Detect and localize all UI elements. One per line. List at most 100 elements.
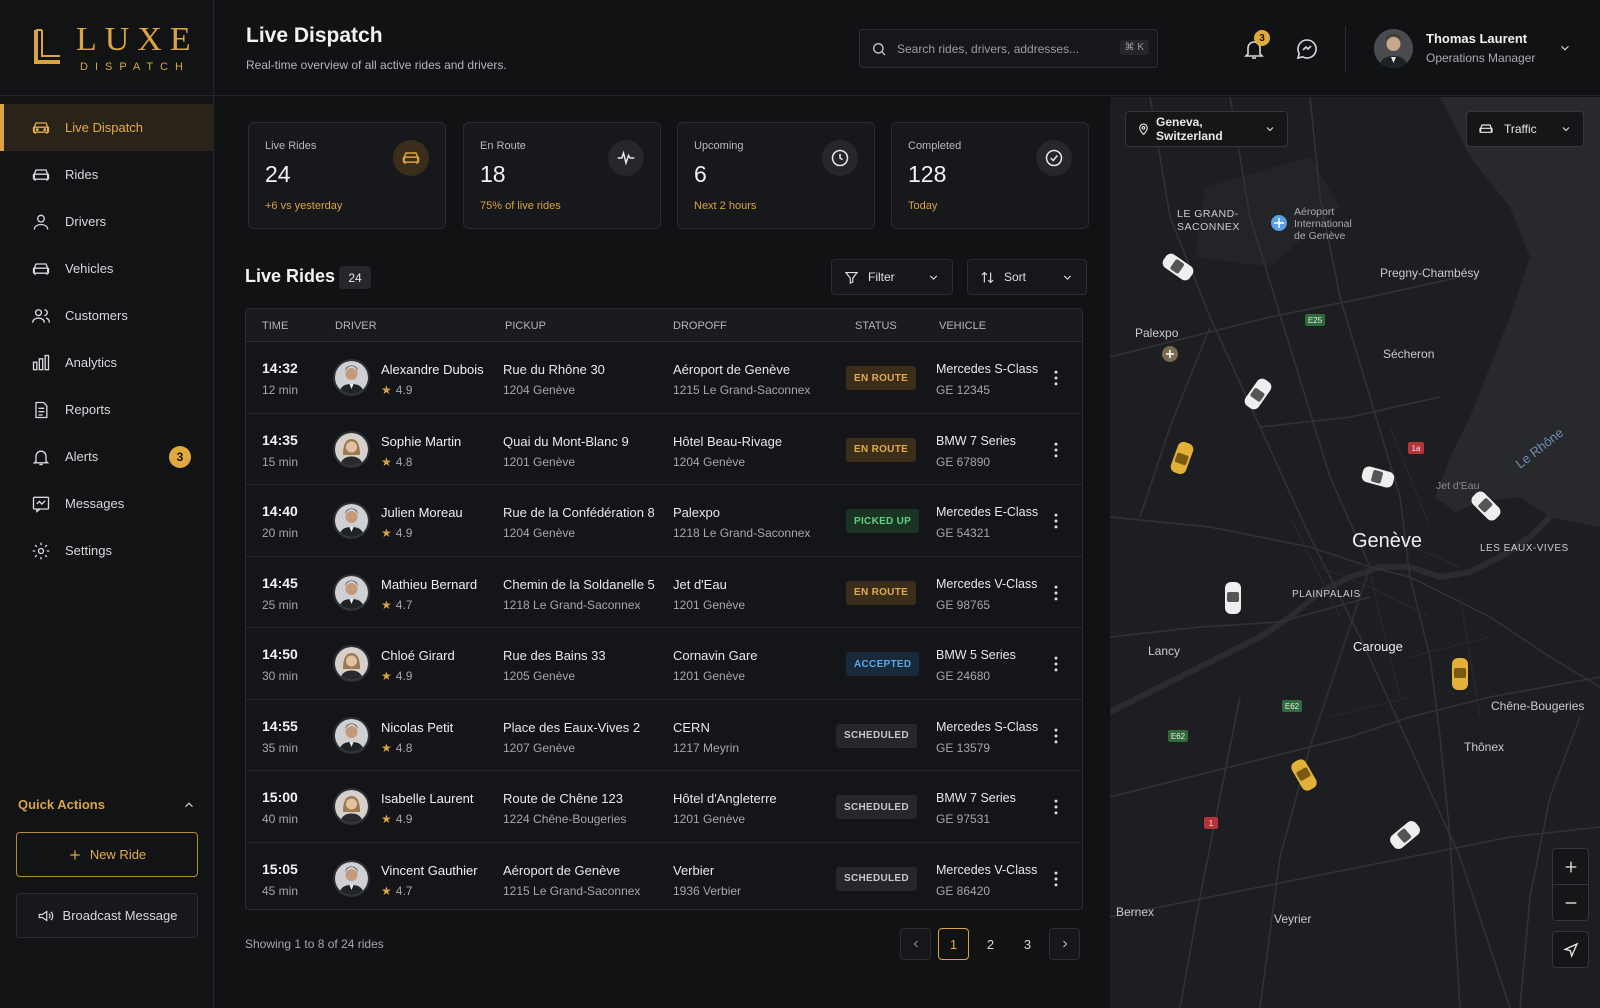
user-avatar[interactable]	[1374, 29, 1413, 68]
column-header-time[interactable]: TIME	[262, 320, 289, 332]
column-header-vehicle[interactable]: VEHICLE	[939, 320, 987, 332]
map-canvas[interactable]: E25 E62 E62 1a 1 LE GRAND- SACONNEX Aéro…	[1110, 97, 1600, 1008]
sort-button[interactable]: Sort	[967, 259, 1087, 295]
zoom-in-button[interactable]	[1552, 848, 1589, 885]
chat-icon[interactable]	[1295, 37, 1319, 61]
driver-name[interactable]: Vincent Gauthier	[381, 862, 478, 878]
new-ride-button[interactable]: New Ride	[16, 832, 198, 877]
plus-icon	[1565, 861, 1576, 872]
car-icon	[32, 168, 50, 181]
vehicle-plate: GE 98765	[936, 597, 991, 612]
vehicle-marker[interactable]	[1388, 819, 1423, 852]
table-row[interactable]: 14:40 20 min Julien Moreau ★ 4.9 Rue de la Co…	[246, 485, 1082, 557]
pickup-address: Aéroport de Genève	[503, 862, 621, 878]
search-shortcut: ⌘ K	[1119, 40, 1149, 55]
page-button-3[interactable]: 3	[1023, 936, 1032, 952]
driver-name[interactable]: Sophie Martin	[381, 433, 462, 449]
chevron-down-icon[interactable]	[1558, 41, 1572, 55]
driver-name[interactable]: Julien Moreau	[381, 505, 463, 520]
next-page-button[interactable]	[1049, 928, 1080, 960]
sidebar-item-alerts[interactable]: Alerts 3	[0, 433, 213, 480]
ride-eta: 25 min	[262, 597, 299, 612]
zoom-out-button[interactable]	[1552, 884, 1589, 921]
vehicle-marker[interactable]	[1169, 440, 1195, 476]
sidebar-item-customers[interactable]: Customers	[0, 292, 213, 339]
driver-rating: ★ 4.9	[381, 812, 412, 826]
vehicle-model: Mercedes S-Class	[936, 719, 1039, 734]
sidebar-item-messages[interactable]: Messages	[0, 480, 213, 527]
gear-icon	[32, 542, 50, 559]
status-badge: EN ROUTE	[846, 580, 917, 605]
live-map[interactable]: E25 E62 E62 1a 1 LE GRAND- SACONNEX Aéro…	[1110, 97, 1600, 1008]
more-vertical-icon[interactable]	[1046, 511, 1066, 531]
column-header-driver[interactable]: DRIVER	[335, 320, 377, 332]
vehicle-marker[interactable]	[1160, 251, 1195, 282]
vehicle-marker[interactable]	[1469, 489, 1503, 523]
driver-name[interactable]: Isabelle Laurent	[381, 791, 474, 806]
page-button-1[interactable]: 1	[938, 928, 969, 960]
location-select[interactable]: Geneva, Switzerland	[1125, 111, 1288, 147]
vehicle-marker[interactable]	[1452, 658, 1468, 690]
vehicle-marker[interactable]	[1360, 465, 1395, 489]
filter-button[interactable]: Filter	[831, 259, 953, 295]
ride-time: 15:00	[262, 789, 298, 805]
table-row[interactable]: 14:50 30 min Chloé Girard ★ 4.9 Rue des Bains…	[246, 628, 1082, 700]
star-icon: ★	[381, 812, 392, 826]
table-row[interactable]: 14:55 35 min Nicolas Petit ★ 4.8 Place des Ea…	[246, 700, 1082, 771]
locate-me-button[interactable]	[1552, 931, 1589, 968]
sidebar-item-analytics[interactable]: Analytics	[0, 339, 213, 386]
sidebar-item-settings[interactable]: Settings	[0, 527, 213, 574]
table-row[interactable]: 15:05 45 min Vincent Gauthier ★ 4.7 Aéroport …	[246, 843, 1082, 910]
driver-name[interactable]: Alexandre Dubois	[381, 362, 484, 377]
map-label: Thônex	[1464, 740, 1504, 754]
sidebar-item-rides[interactable]: Rides	[0, 151, 213, 198]
column-header-dropoff[interactable]: DROPOFF	[673, 320, 727, 332]
search-box[interactable]: ⌘ K	[859, 29, 1158, 68]
vehicle-marker[interactable]	[1225, 582, 1241, 614]
more-vertical-icon[interactable]	[1046, 368, 1066, 388]
sidebar-item-vehicles[interactable]: Vehicles	[0, 245, 213, 292]
driver-name[interactable]: Nicolas Petit	[381, 719, 454, 735]
search-input[interactable]	[897, 41, 1107, 56]
stat-card-live-rides[interactable]: Live Rides 24 +6 vs yesterday	[248, 122, 446, 229]
table-row[interactable]: 15:00 40 min Isabelle Laurent ★ 4.9 Route de …	[246, 771, 1082, 843]
page-button-2[interactable]: 2	[986, 936, 995, 952]
sidebar-item-reports[interactable]: Reports	[0, 386, 213, 433]
vehicle-marker[interactable]	[1242, 376, 1273, 411]
sidebar-item-live-dispatch[interactable]: Live Dispatch	[0, 104, 213, 151]
vehicle-plate: GE 86420	[936, 883, 991, 898]
driver-avatar	[333, 645, 370, 682]
column-header-status[interactable]: STATUS	[855, 320, 897, 332]
brand-logo[interactable]: LUXE DISPATCH	[0, 0, 213, 96]
dropoff-city: 1201 Genève	[673, 597, 746, 612]
sidebar-item-drivers[interactable]: Drivers	[0, 198, 213, 245]
stat-card-upcoming[interactable]: Upcoming 6 Next 2 hours	[677, 122, 875, 229]
dropoff-city: 1215 Le Grand-Saconnex	[673, 383, 811, 397]
quick-actions-toggle[interactable]: Quick Actions	[18, 797, 196, 812]
driver-name[interactable]: Chloé Girard	[381, 648, 455, 663]
clock-icon	[822, 140, 858, 176]
more-vertical-icon[interactable]	[1046, 869, 1066, 889]
more-vertical-icon[interactable]	[1046, 726, 1066, 746]
more-vertical-icon[interactable]	[1046, 440, 1066, 460]
map-label: Jet d'Eau	[1436, 480, 1480, 492]
chevron-down-icon	[1562, 127, 1570, 132]
table-row[interactable]: 14:32 12 min Alexandre Dubois ★ 4.9 Rue du Rh…	[246, 342, 1082, 414]
table-row[interactable]: 14:35 15 min Sophie Martin ★ 4.8 Quai du Mont…	[246, 414, 1082, 485]
more-vertical-icon[interactable]	[1046, 583, 1066, 603]
map-label: SACONNEX	[1177, 221, 1240, 233]
column-header-pickup[interactable]: PICKUP	[505, 320, 546, 332]
stat-card-en-route[interactable]: En Route 18 75% of live rides	[463, 122, 661, 229]
stat-card-completed[interactable]: Completed 128 Today	[891, 122, 1089, 229]
table-row[interactable]: 14:45 25 min Mathieu Bernard ★ 4.7 Chemin de …	[246, 557, 1082, 628]
vehicle-marker[interactable]	[1289, 757, 1319, 793]
driver-rating: ★ 4.7	[381, 598, 412, 612]
broadcast-message-button[interactable]: Broadcast Message	[16, 893, 198, 938]
prev-page-button[interactable]	[900, 928, 931, 960]
driver-name[interactable]: Mathieu Bernard	[381, 576, 478, 592]
more-vertical-icon[interactable]	[1046, 797, 1066, 817]
more-vertical-icon[interactable]	[1046, 654, 1066, 674]
user-name[interactable]: Thomas Laurent	[1426, 31, 1528, 46]
map-layer-select[interactable]: Traffic	[1466, 111, 1584, 147]
map-label: Aéroport	[1294, 206, 1334, 218]
